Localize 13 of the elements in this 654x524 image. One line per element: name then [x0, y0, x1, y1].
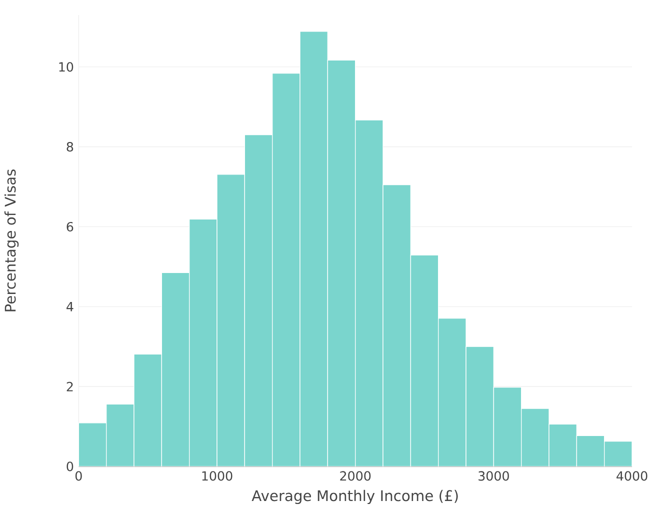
x-tick-label: 2000	[340, 470, 371, 481]
y-tick-label: 10	[59, 62, 74, 72]
y-tick-label: 0	[66, 461, 74, 472]
x-tick-label: 0	[75, 470, 82, 481]
y-tick-label: 8	[66, 142, 74, 152]
y-axis-title: Percentage of Visas	[4, 169, 19, 312]
x-tick-label: 4000	[616, 470, 648, 481]
x-tick-label: 3000	[478, 470, 509, 481]
y-tick-label: 2	[66, 382, 73, 392]
y-tick-label: 6	[66, 222, 74, 232]
y-tick-label: 4	[66, 302, 74, 312]
x-axis-title: Average Monthly Income (£)	[252, 490, 458, 504]
x-tick-label: 1000	[202, 470, 232, 481]
